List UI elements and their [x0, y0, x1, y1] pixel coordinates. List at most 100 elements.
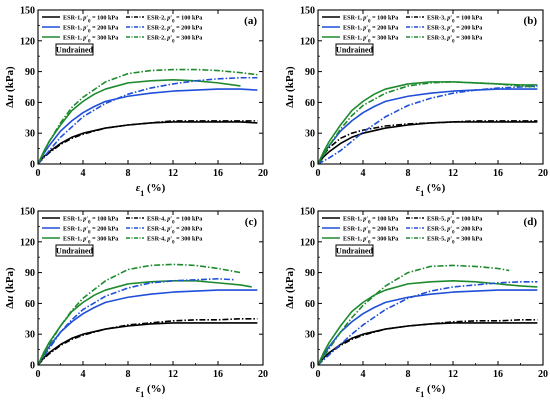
- chart-panel-a: 0 4 8 12 16 20 0 30 60 90 120 150 Δu (kPa) ε1 (%) ESR-…: [4, 6, 268, 198]
- x-tick-label: 4: [81, 369, 86, 380]
- legend-entry-6: ESR-2, p′0 = 300 kPa: [147, 34, 202, 44]
- x-tick-label: 8: [406, 369, 411, 380]
- legend-entry-5: ESR-5, p′0 = 200 kPa: [427, 225, 482, 235]
- x-tick-label: 12: [168, 369, 178, 380]
- y-tick-label: 30: [305, 129, 315, 140]
- legend-entry-3: ESR-1, p′0 = 300 kPa: [63, 34, 118, 44]
- condition-label: Undrained: [56, 45, 93, 54]
- panel-letter: (c): [245, 216, 258, 228]
- x-tick-label: 16: [493, 168, 503, 179]
- legend-entry-4: ESR-2, p′0 = 100 kPa: [147, 14, 202, 24]
- x-tick-label: 16: [213, 369, 223, 380]
- plot-frame: [37, 9, 264, 165]
- legend-entry-3: ESR-1, p′0 = 300 kPa: [343, 235, 398, 245]
- legend-entry-2: ESR-1, p′0 = 200 kPa: [343, 24, 398, 34]
- plot-frame: [37, 210, 264, 366]
- series-line-3: [318, 81, 538, 164]
- condition-box: [55, 244, 94, 257]
- x-tick-label: 8: [406, 168, 411, 179]
- x-tick-label: 20: [258, 369, 268, 380]
- panel-letter: (a): [244, 15, 257, 27]
- y-tick-label: 150: [20, 207, 35, 218]
- legend-entry-1: ESR-1, p′0 = 100 kPa: [63, 14, 118, 24]
- legend-entry-6: ESR-5, p′0 = 300 kPa: [427, 235, 482, 245]
- x-tick-label: 16: [493, 369, 503, 380]
- series-line-5: [318, 281, 538, 365]
- condition-label: Undrained: [56, 246, 93, 255]
- y-tick-label: 120: [20, 237, 35, 248]
- legend-entry-2: ESR-1, p′0 = 200 kPa: [343, 225, 398, 235]
- x-tick-label: 12: [448, 369, 458, 380]
- x-tick-label: 16: [213, 168, 223, 179]
- series-line-6: [38, 68, 258, 164]
- condition-box: [55, 43, 94, 56]
- y-tick-label: 60: [25, 98, 35, 109]
- y-tick-label: 30: [25, 129, 35, 140]
- x-tick-label: 4: [361, 168, 366, 179]
- x-tick-label: 0: [316, 369, 321, 380]
- chart-panel-c: 0 4 8 12 16 20 0 30 60 90 120 150 Δu (kPa) ε1 (%) ESR-…: [4, 207, 268, 399]
- y-tick-label: 0: [310, 160, 315, 171]
- plot-frame: [317, 210, 544, 366]
- legend-entry-4: ESR-4, p′0 = 100 kPa: [147, 215, 202, 225]
- y-axis-title: Δu (kPa): [4, 66, 16, 108]
- legend-entry-6: ESR-4, p′0 = 300 kPa: [147, 235, 202, 245]
- x-tick-label: 12: [168, 168, 178, 179]
- y-tick-label: 150: [300, 207, 315, 218]
- legend-entry-2: ESR-1, p′0 = 200 kPa: [63, 225, 118, 235]
- series-line-1: [38, 322, 258, 365]
- legend-entry-5: ESR-2, p′0 = 200 kPa: [147, 24, 202, 34]
- series-line-2: [38, 289, 258, 365]
- legend-entry-4: ESR-5, p′0 = 100 kPa: [427, 215, 482, 225]
- x-tick-label: 20: [538, 168, 548, 179]
- legend-entry-5: ESR-3, p′0 = 200 kPa: [427, 24, 482, 34]
- series-line-4: [318, 319, 538, 365]
- panel-letter: (d): [524, 216, 538, 228]
- y-tick-label: 90: [25, 268, 35, 279]
- x-axis-title: ε1 (%): [416, 182, 446, 198]
- series-line-4: [38, 120, 258, 164]
- y-tick-label: 120: [300, 237, 315, 248]
- x-tick-label: 12: [448, 168, 458, 179]
- x-tick-label: 20: [258, 168, 268, 179]
- legend-entry-1: ESR-1, p′0 = 100 kPa: [343, 14, 398, 24]
- y-axis-title: Δu (kPa): [284, 66, 296, 108]
- y-tick-label: 60: [305, 299, 315, 310]
- x-tick-label: 20: [538, 369, 548, 380]
- series-line-1: [318, 322, 538, 365]
- y-tick-label: 120: [20, 36, 35, 47]
- x-tick-label: 0: [36, 168, 41, 179]
- legend-entry-1: ESR-1, p′0 = 100 kPa: [63, 215, 118, 225]
- series-line-2: [38, 88, 258, 164]
- series-line-4: [38, 317, 258, 365]
- x-tick-label: 0: [316, 168, 321, 179]
- x-tick-label: 8: [126, 369, 131, 380]
- condition-box: [335, 43, 374, 56]
- x-axis-title: ε1 (%): [416, 383, 446, 399]
- series-line-2: [318, 289, 538, 365]
- legend-entry-1: ESR-1, p′0 = 100 kPa: [343, 215, 398, 225]
- y-tick-label: 150: [300, 6, 315, 17]
- legend-entry-3: ESR-1, p′0 = 300 kPa: [63, 235, 118, 245]
- condition-label: Undrained: [336, 45, 373, 54]
- series-line-5: [38, 277, 235, 365]
- x-tick-label: 8: [126, 168, 131, 179]
- series-line-6: [318, 81, 538, 164]
- condition-label: Undrained: [336, 246, 373, 255]
- series-line-6: [318, 264, 510, 365]
- series-line-1: [318, 121, 538, 164]
- y-tick-label: 60: [25, 299, 35, 310]
- legend-entry-4: ESR-3, p′0 = 100 kPa: [427, 14, 482, 24]
- legend-entry-6: ESR-3, p′0 = 300 kPa: [427, 34, 482, 44]
- x-tick-label: 4: [81, 168, 86, 179]
- y-tick-label: 90: [25, 67, 35, 78]
- y-axis-title: Δu (kPa): [284, 267, 296, 309]
- y-tick-label: 0: [310, 361, 315, 372]
- y-tick-label: 30: [305, 330, 315, 341]
- series-line-5: [38, 76, 258, 164]
- y-tick-label: 30: [25, 330, 35, 341]
- y-tick-label: 90: [305, 268, 315, 279]
